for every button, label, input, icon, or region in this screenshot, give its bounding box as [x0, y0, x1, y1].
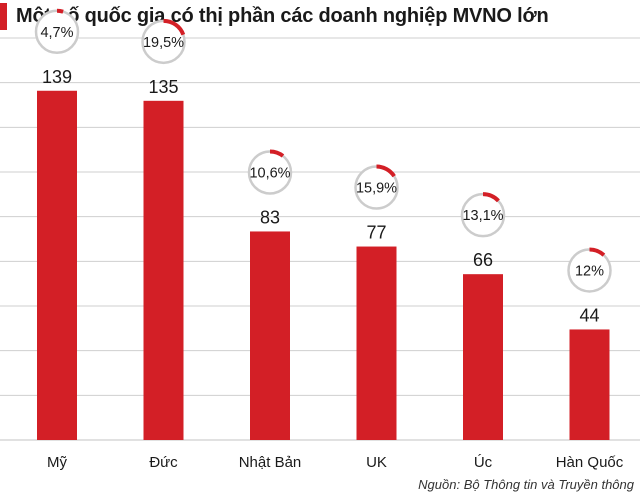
- title-accent-bar: [0, 3, 7, 30]
- share-label: 15,9%: [356, 181, 397, 197]
- share-label: 4,7%: [40, 25, 73, 41]
- share-arc: [163, 18, 186, 36]
- category-label: Nhật Bản: [239, 454, 302, 471]
- category-label: Hàn Quốc: [556, 454, 624, 471]
- bar: [250, 231, 290, 440]
- data-label: 44: [579, 305, 599, 325]
- bar: [37, 90, 77, 440]
- bar: [569, 329, 610, 440]
- data-label: 83: [260, 207, 280, 227]
- share-label: 19,5%: [143, 35, 184, 51]
- share-label: 12%: [575, 263, 604, 279]
- bar: [356, 246, 397, 440]
- share-label: 10,6%: [249, 165, 290, 181]
- category-label: Đức: [149, 454, 178, 471]
- share-arc: [269, 149, 285, 158]
- chart-title: Một số quốc gia có thị phần các doanh ng…: [16, 5, 549, 27]
- data-label: 66: [473, 250, 493, 270]
- share-arc: [376, 164, 396, 178]
- data-label: 135: [148, 77, 178, 97]
- chart-title-bar: Một số quốc gia có thị phần các doanh ng…: [0, 0, 640, 34]
- category-label: Úc: [474, 454, 493, 471]
- data-label: 139: [42, 67, 72, 87]
- share-arc: [56, 8, 64, 14]
- share-label: 13,1%: [462, 208, 503, 224]
- bar: [463, 274, 503, 440]
- source-note: Nguồn: Bộ Thông tin và Truyền thông: [418, 477, 634, 492]
- data-label: 77: [366, 223, 386, 243]
- category-label: UK: [366, 454, 387, 471]
- bar: [143, 100, 184, 440]
- share-arc: [482, 192, 500, 203]
- category-label: Mỹ: [47, 454, 67, 471]
- share-arc: [589, 247, 606, 257]
